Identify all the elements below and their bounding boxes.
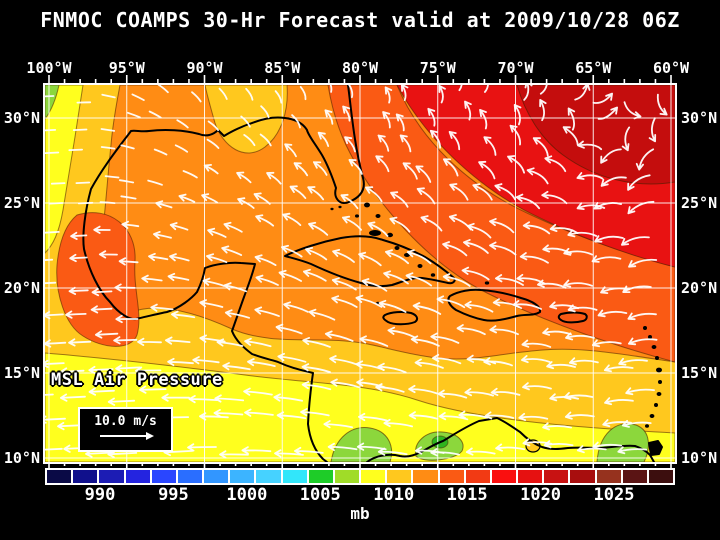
coastline-puerto-rico — [557, 311, 588, 324]
colorbar-tick-1020: 1020 — [520, 485, 562, 505]
lat-label-left-20N: 20°N — [3, 279, 40, 297]
colorbar-segment-10 — [308, 470, 333, 483]
colorbar-segment-5 — [177, 470, 203, 483]
lon-label-100W: 100°W — [26, 59, 72, 77]
wind-scale-arrow-icon — [99, 432, 154, 440]
coastline-mainland — [82, 85, 365, 462]
lon-label-65W: 65°W — [575, 59, 612, 77]
lon-label-95W: 95°W — [108, 59, 145, 77]
lat-label-right-30N: 30°N — [681, 109, 718, 127]
pressure-region-high-core — [516, 85, 675, 185]
lat-label-right-15N: 15°N — [681, 364, 718, 382]
colorbar-segment-19 — [544, 470, 569, 483]
coastline-jamaica — [382, 310, 419, 326]
colorbar-segment-3 — [125, 470, 150, 483]
lat-label-left-25N: 25°N — [3, 194, 40, 212]
lon-label-75W: 75°W — [419, 59, 456, 77]
lon-label-80W: 80°W — [341, 59, 379, 77]
island-trinidad — [648, 440, 663, 456]
colorbar-tick-1015: 1015 — [446, 485, 488, 505]
colorbar-segment-9 — [282, 470, 307, 483]
colorbar-tick-990: 990 — [84, 485, 116, 505]
top-axis-ticks — [48, 75, 672, 83]
colorbar-tick-995: 995 — [158, 485, 189, 505]
colorbar-unit: mb — [350, 504, 370, 523]
colorbar-segment-4 — [151, 470, 176, 483]
pressure-map-svg — [45, 85, 675, 462]
colorbar-segment-11 — [334, 470, 360, 483]
lon-label-60W: 60°W — [652, 59, 690, 77]
colorbar-tick-1025: 1025 — [593, 485, 635, 505]
colorbar-segment-7 — [230, 470, 255, 483]
map-canvas: MSL Air Pressure 10.0 m/s — [43, 83, 677, 464]
colorbar-segment-12 — [361, 470, 386, 483]
page-title: FNMOC COAMPS 30-Hr Forecast valid at 200… — [40, 8, 680, 32]
colorbar-tick-1010: 1010 — [373, 485, 415, 505]
colorbar-segment-22 — [622, 470, 647, 483]
pressure-region-mexico-blob — [56, 212, 140, 347]
colorbar-segment-23 — [648, 470, 674, 483]
coastline-cuba — [284, 235, 456, 288]
graticule-grid — [45, 85, 675, 462]
lon-label-70W: 70°W — [497, 59, 534, 77]
colorbar-segment-13 — [387, 470, 412, 483]
colorbar-segment-1 — [73, 470, 98, 483]
colorbar-segment-14 — [413, 470, 438, 483]
small-islands — [330, 202, 662, 428]
colorbar-segment-8 — [256, 470, 281, 483]
wind-scale-legend: 10.0 m/s — [78, 407, 173, 452]
colorbar-segment-6 — [204, 470, 229, 483]
colorbar-segment-2 — [99, 470, 124, 483]
lon-label-90W: 90°W — [186, 59, 223, 77]
pressure-region-green-se — [596, 423, 649, 462]
colorbar-segment-15 — [439, 470, 464, 483]
field-label: MSL Air Pressure — [51, 370, 223, 390]
lon-label-85W: 85°W — [264, 59, 301, 77]
colorbar-segment-17 — [491, 470, 517, 483]
lat-label-right-10N: 10°N — [681, 449, 718, 467]
lat-label-left-10N: 10°N — [3, 449, 40, 467]
colorbar-segment-0 — [47, 470, 72, 483]
wind-vector-layer — [45, 85, 668, 459]
lat-label-left-30N: 30°N — [3, 109, 40, 127]
pressure-region-yellow-nw — [45, 85, 84, 254]
lat-label-right-25N: 25°N — [681, 194, 718, 212]
wind-scale-value: 10.0 m/s — [94, 414, 157, 429]
colorbar-segment-16 — [465, 470, 490, 483]
colorbar-tick-1005: 1005 — [299, 485, 341, 505]
colorbar-segment-20 — [570, 470, 595, 483]
colorbar-segment-18 — [518, 470, 543, 483]
coastline-hispaniola — [447, 288, 542, 322]
lat-label-left-15N: 15°N — [3, 364, 40, 382]
coastlines — [82, 85, 663, 462]
colorbar-tick-1000: 1000 — [226, 485, 268, 505]
pressure-colorbar — [45, 468, 675, 485]
colorbar-segment-21 — [596, 470, 621, 483]
coastline-south-america — [366, 417, 655, 462]
lat-label-right-20N: 20°N — [681, 279, 718, 297]
